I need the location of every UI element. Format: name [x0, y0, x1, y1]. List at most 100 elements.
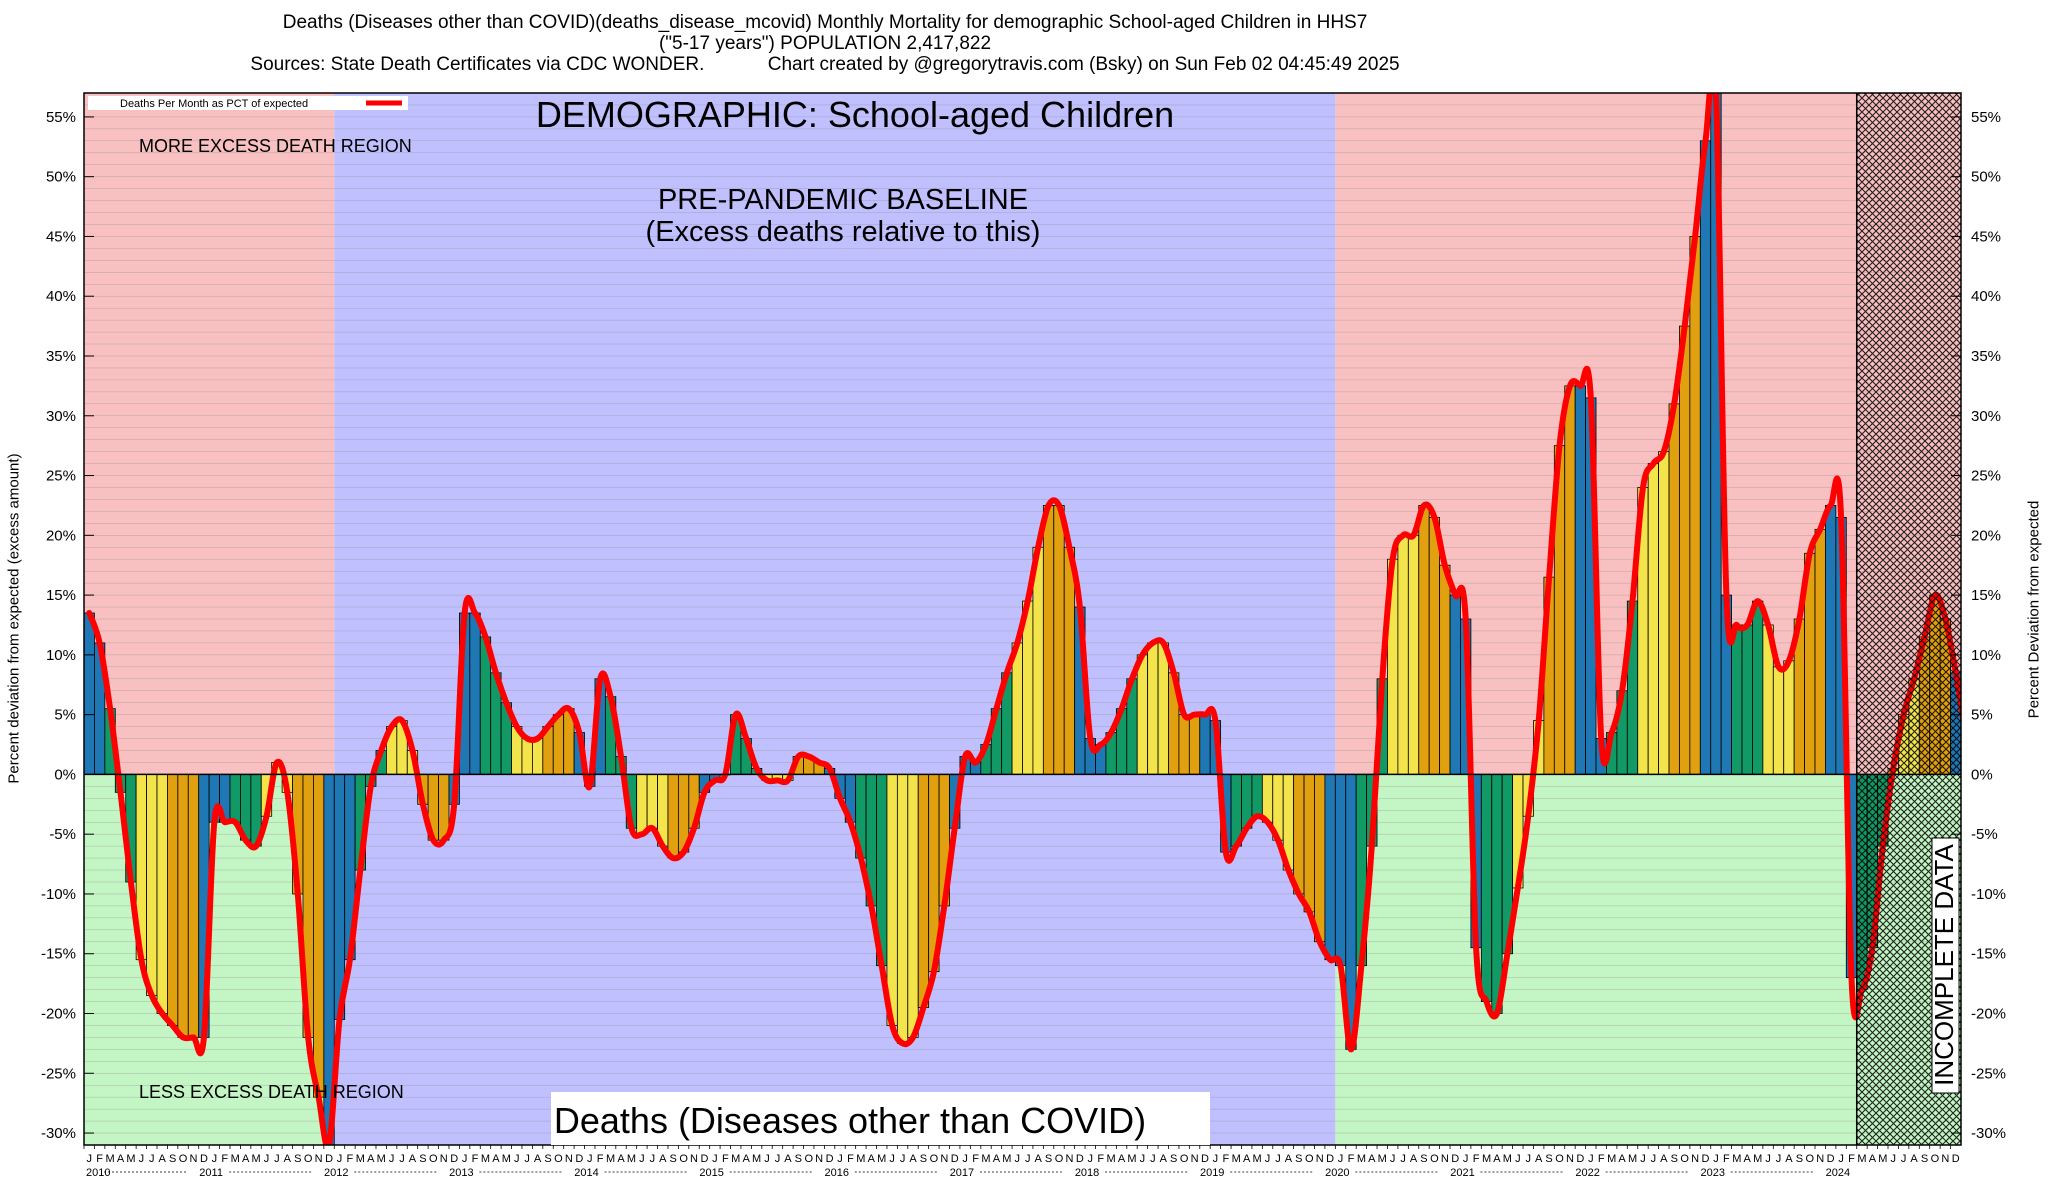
x-month-label: A [1410, 1153, 1418, 1165]
x-month-label: M [1628, 1153, 1637, 1165]
y-tick-label-right: 15% [1971, 587, 2001, 604]
x-month-label: O [1055, 1153, 1064, 1165]
baseline-label-line2: (Excess deaths relative to this) [646, 216, 1041, 248]
deviation-line [86, 93, 1961, 1145]
x-month-label: J [274, 1153, 280, 1165]
x-month-label: A [1160, 1153, 1168, 1165]
bar-8 [167, 774, 179, 1026]
y-axis-label-left: Percent deviation from expected (excess … [5, 453, 23, 784]
x-month-label: D [450, 1153, 458, 1165]
y-tick-label-left: -25% [41, 1065, 76, 1082]
bar-89 [1011, 642, 1023, 775]
bar-43 [531, 738, 544, 775]
x-month-label: O [1555, 1153, 1564, 1165]
x-month-label: J [639, 1153, 645, 1165]
baseline-label-line1: PRE-PANDEMIC BASELINE [658, 184, 1028, 216]
bar-10 [187, 774, 200, 1038]
x-month-label: J [1390, 1153, 1396, 1165]
x-month-label: N [1691, 1153, 1699, 1165]
x-month-label: O [679, 1153, 688, 1165]
x-month-label: N [815, 1153, 823, 1165]
x-month-label: J [1588, 1153, 1594, 1165]
x-month-label: J [1890, 1153, 1896, 1165]
x-month-label: O [1305, 1153, 1314, 1165]
x-month-label: J [1713, 1153, 1719, 1165]
bar-92 [1042, 505, 1055, 775]
bar-143 [1574, 385, 1587, 775]
x-month-label: O [429, 1153, 438, 1165]
x-month-label: A [1368, 1153, 1376, 1165]
x-month-label: A [159, 1153, 167, 1165]
x-month-label: S [920, 1153, 927, 1165]
x-month-label: F [221, 1153, 228, 1165]
bar-180 [1960, 738, 1961, 775]
y-tick-label-right: 10% [1971, 647, 2001, 664]
x-month-label: S [1671, 1153, 1678, 1165]
x-month-label: J [1400, 1153, 1406, 1165]
x-month-label: O [1806, 1153, 1815, 1165]
y-tick-label-right: -15% [1971, 946, 2006, 963]
x-month-label: A [117, 1153, 125, 1165]
bar-78 [896, 774, 909, 1044]
x-month-label: S [1420, 1153, 1427, 1165]
x-year-label: 2010 [86, 1167, 110, 1179]
y-tick-label-right: -30% [1971, 1125, 2006, 1142]
x-month-label: A [1785, 1153, 1793, 1165]
metric-label: Deaths (Diseases other than COVID) [554, 1100, 1146, 1141]
x-month-label: J [1838, 1153, 1844, 1165]
bar-80 [917, 774, 930, 1008]
bar-112 [1251, 774, 1263, 817]
x-month-label: F [1473, 1153, 1480, 1165]
x-year-label: 2022 [1575, 1167, 1599, 1179]
y-tick-label-right: 40% [1971, 288, 2001, 305]
x-month-label: M [1482, 1153, 1491, 1165]
x-month-label: J [1765, 1153, 1771, 1165]
x-year-label: 2016 [825, 1167, 849, 1179]
x-month-label: J [1338, 1153, 1344, 1165]
x-month-label: O [804, 1153, 813, 1165]
x-month-label: M [1753, 1153, 1762, 1165]
x-month-label: A [1869, 1153, 1877, 1165]
bar-130 [1439, 564, 1451, 775]
x-month-label: S [1045, 1153, 1052, 1165]
x-month-label: J [462, 1153, 468, 1165]
x-month-label: F [472, 1153, 479, 1165]
x-month-label: M [1878, 1153, 1887, 1165]
x-month-label: F [347, 1153, 354, 1165]
bar-54 [646, 774, 658, 829]
x-month-label: D [951, 1153, 959, 1165]
chart-subtitle: ("5-17 years") POPULATION 2,417,822 [658, 33, 992, 54]
x-month-label: M [752, 1153, 761, 1165]
x-month-label: D [700, 1153, 708, 1165]
y-tick-label-left: -10% [41, 886, 76, 903]
y-tick-label-left: 40% [46, 288, 76, 305]
x-month-label: J [587, 1153, 593, 1165]
bar-135 [1491, 774, 1503, 1014]
bar-152 [1668, 403, 1680, 775]
x-month-label: A [1618, 1153, 1626, 1165]
incomplete-data-label: INCOMPLETE DATA [1929, 843, 1959, 1085]
x-month-label: J [1525, 1153, 1531, 1165]
x-month-label: J [837, 1153, 843, 1165]
x-month-label: D [1576, 1153, 1584, 1165]
deviation-line-path [86, 93, 1961, 1145]
x-year-label: 2015 [699, 1167, 723, 1179]
x-month-label: O [930, 1153, 939, 1165]
x-month-label: M [981, 1153, 990, 1165]
x-month-label: M [251, 1153, 260, 1165]
x-month-label: N [690, 1153, 698, 1165]
x-month-label: J [1463, 1153, 1469, 1165]
chart-sources: Sources: State Death Certificates via CD… [250, 54, 1400, 75]
x-month-label: F [1848, 1153, 1855, 1165]
bar-56 [667, 774, 679, 859]
x-month-label: S [1796, 1153, 1803, 1165]
x-month-label: O [554, 1153, 563, 1165]
x-month-label: M [1378, 1153, 1387, 1165]
bar-166 [1814, 528, 1826, 775]
y-tick-label-right: 45% [1971, 228, 2001, 245]
x-month-label: J [1640, 1153, 1646, 1165]
x-month-label: A [617, 1153, 625, 1165]
x-month-label: S [544, 1153, 551, 1165]
x-month-label: M [1607, 1153, 1616, 1165]
bar-131 [1449, 594, 1461, 775]
